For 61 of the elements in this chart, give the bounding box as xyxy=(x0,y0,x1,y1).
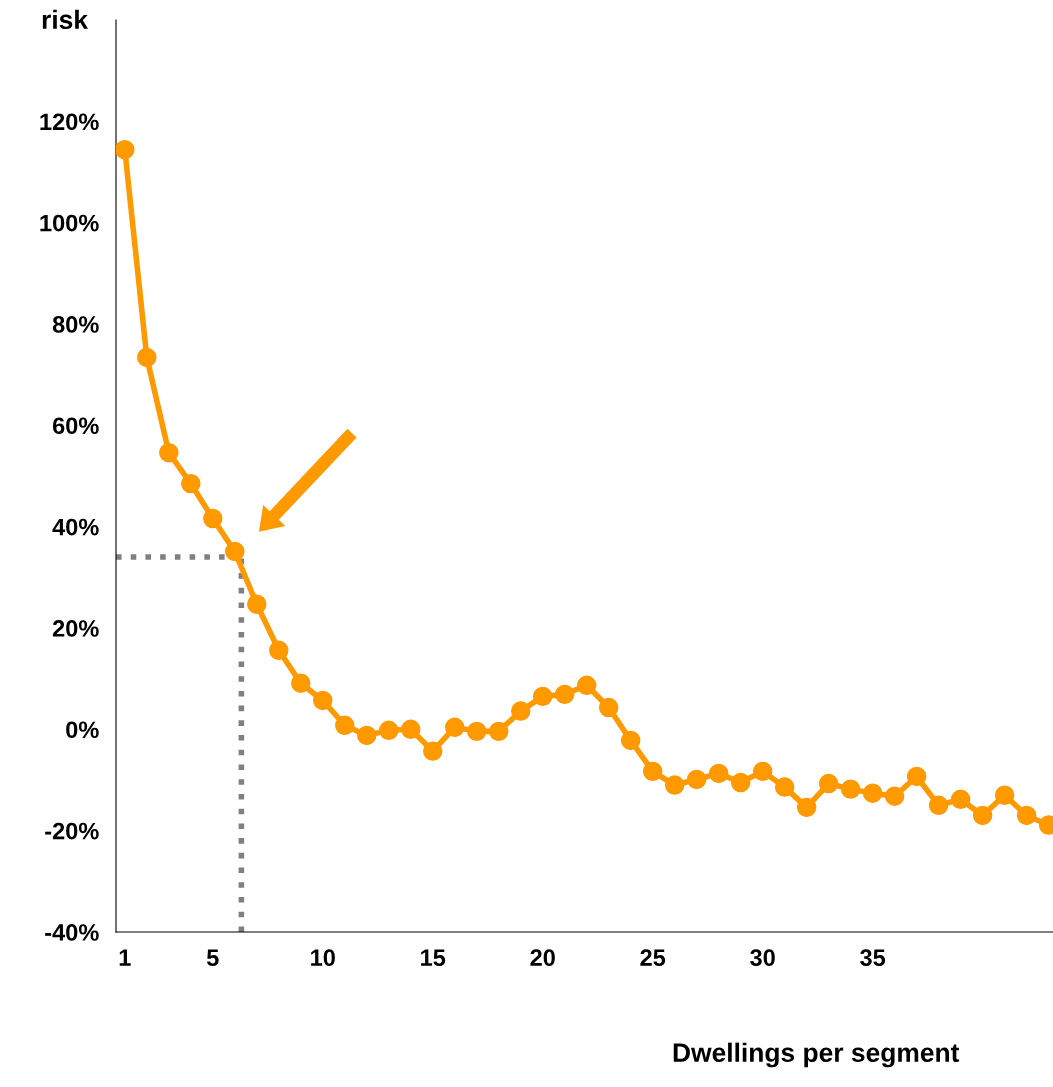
x-tick-label: 5 xyxy=(206,949,219,967)
point xyxy=(181,473,201,494)
y-tick-label: 80% xyxy=(52,316,99,333)
x-tick-label: 15 xyxy=(421,949,446,967)
x-tick-label: 30 xyxy=(750,949,775,967)
point xyxy=(554,684,575,705)
point xyxy=(159,442,179,463)
y-tick-label: 100% xyxy=(40,214,99,232)
point xyxy=(664,775,685,795)
point xyxy=(884,786,905,806)
point xyxy=(1016,805,1037,826)
point xyxy=(335,715,355,736)
x-axis-title: Dwellings per segment xyxy=(673,1042,960,1068)
point xyxy=(818,773,839,794)
y-tick-label: 40% xyxy=(52,518,99,536)
point xyxy=(532,686,553,707)
y-tick-label: -40% xyxy=(45,924,99,941)
point xyxy=(445,717,465,738)
y-tick-label: 20% xyxy=(52,620,99,637)
point xyxy=(379,720,399,741)
x-tick-label: 1 xyxy=(119,949,131,966)
y-tick-label: 120% xyxy=(40,113,99,131)
point xyxy=(642,761,663,782)
x-tick-label: 20 xyxy=(530,949,555,967)
point xyxy=(576,675,597,695)
y-tick-label: 0% xyxy=(66,721,99,739)
x-tick-label: 35 xyxy=(860,949,886,967)
point xyxy=(137,347,157,368)
point xyxy=(467,721,487,742)
point xyxy=(796,797,817,818)
point xyxy=(598,697,619,718)
point xyxy=(423,741,443,761)
point xyxy=(972,805,993,826)
point xyxy=(203,508,223,529)
point xyxy=(225,541,245,562)
point xyxy=(950,789,971,809)
y-tick-label: 60% xyxy=(52,417,99,435)
point xyxy=(774,777,795,797)
point xyxy=(247,594,267,614)
point xyxy=(730,772,751,793)
point xyxy=(708,763,729,784)
point xyxy=(357,725,377,746)
point xyxy=(291,673,311,693)
point xyxy=(620,730,641,751)
y-axis-title: risk xyxy=(42,9,89,30)
point xyxy=(928,795,949,816)
point xyxy=(862,783,883,803)
point xyxy=(510,701,531,721)
point xyxy=(269,640,289,661)
point xyxy=(840,779,861,799)
point xyxy=(488,721,509,742)
point xyxy=(906,766,927,787)
point xyxy=(994,785,1015,805)
point xyxy=(686,769,707,790)
point xyxy=(752,761,773,782)
point xyxy=(401,719,421,740)
x-tick-label: 10 xyxy=(311,949,335,967)
point xyxy=(116,139,135,160)
point xyxy=(313,690,333,711)
x-tick-label: 25 xyxy=(640,949,666,967)
y-tick-label: -20% xyxy=(45,822,99,840)
